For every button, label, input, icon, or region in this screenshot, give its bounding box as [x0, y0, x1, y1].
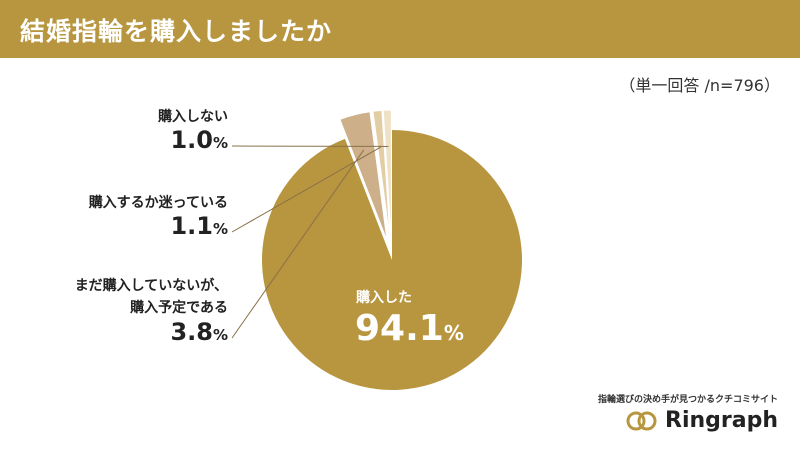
value-not-buy-number: 1.0: [170, 126, 213, 154]
value-undecided-unit: %: [212, 220, 228, 238]
brand-name: Ringraph: [665, 408, 778, 433]
value-bought: 94.1%: [355, 308, 464, 349]
pie-slice-2: [372, 109, 391, 241]
title-bar: 結婚指輪を購入しましたか: [0, 0, 800, 58]
pie-slices: [262, 109, 522, 390]
leader-lines: [231, 145, 389, 339]
brand-tagline: 指輪選びの決め手が見つかるクチコミサイト: [597, 395, 778, 405]
value-undecided: 1.1%: [170, 212, 228, 240]
leader-line-1: [231, 149, 365, 339]
value-plan: 3.8%: [170, 318, 228, 346]
value-not-buy-unit: %: [212, 134, 228, 152]
value-not-buy: 1.0%: [170, 126, 228, 154]
value-bought-unit: %: [443, 321, 464, 345]
label-undecided: 購入するか迷っている: [88, 195, 228, 211]
label-plan-line1: まだ購入していないが、: [74, 278, 228, 294]
value-plan-unit: %: [212, 326, 228, 344]
label-bought: 購入した: [356, 290, 412, 306]
value-plan-number: 3.8: [170, 318, 213, 346]
value-undecided-number: 1.1: [170, 212, 213, 240]
pie-slice-3: [382, 109, 392, 241]
label-not-buy: 購入しない: [158, 109, 228, 125]
pie-slice-0: [262, 130, 522, 390]
chart-subtitle: （単一回答 /n=796）: [619, 76, 780, 95]
chart-title: 結婚指輪を購入しましたか: [20, 17, 333, 46]
ring-logo-icon: [626, 411, 657, 430]
pie-slice-1: [339, 111, 388, 241]
label-plan-line2: 購入予定である: [130, 300, 228, 316]
value-bought-number: 94.1: [355, 308, 444, 349]
brand-logo[interactable]: Ringraph: [625, 408, 778, 433]
